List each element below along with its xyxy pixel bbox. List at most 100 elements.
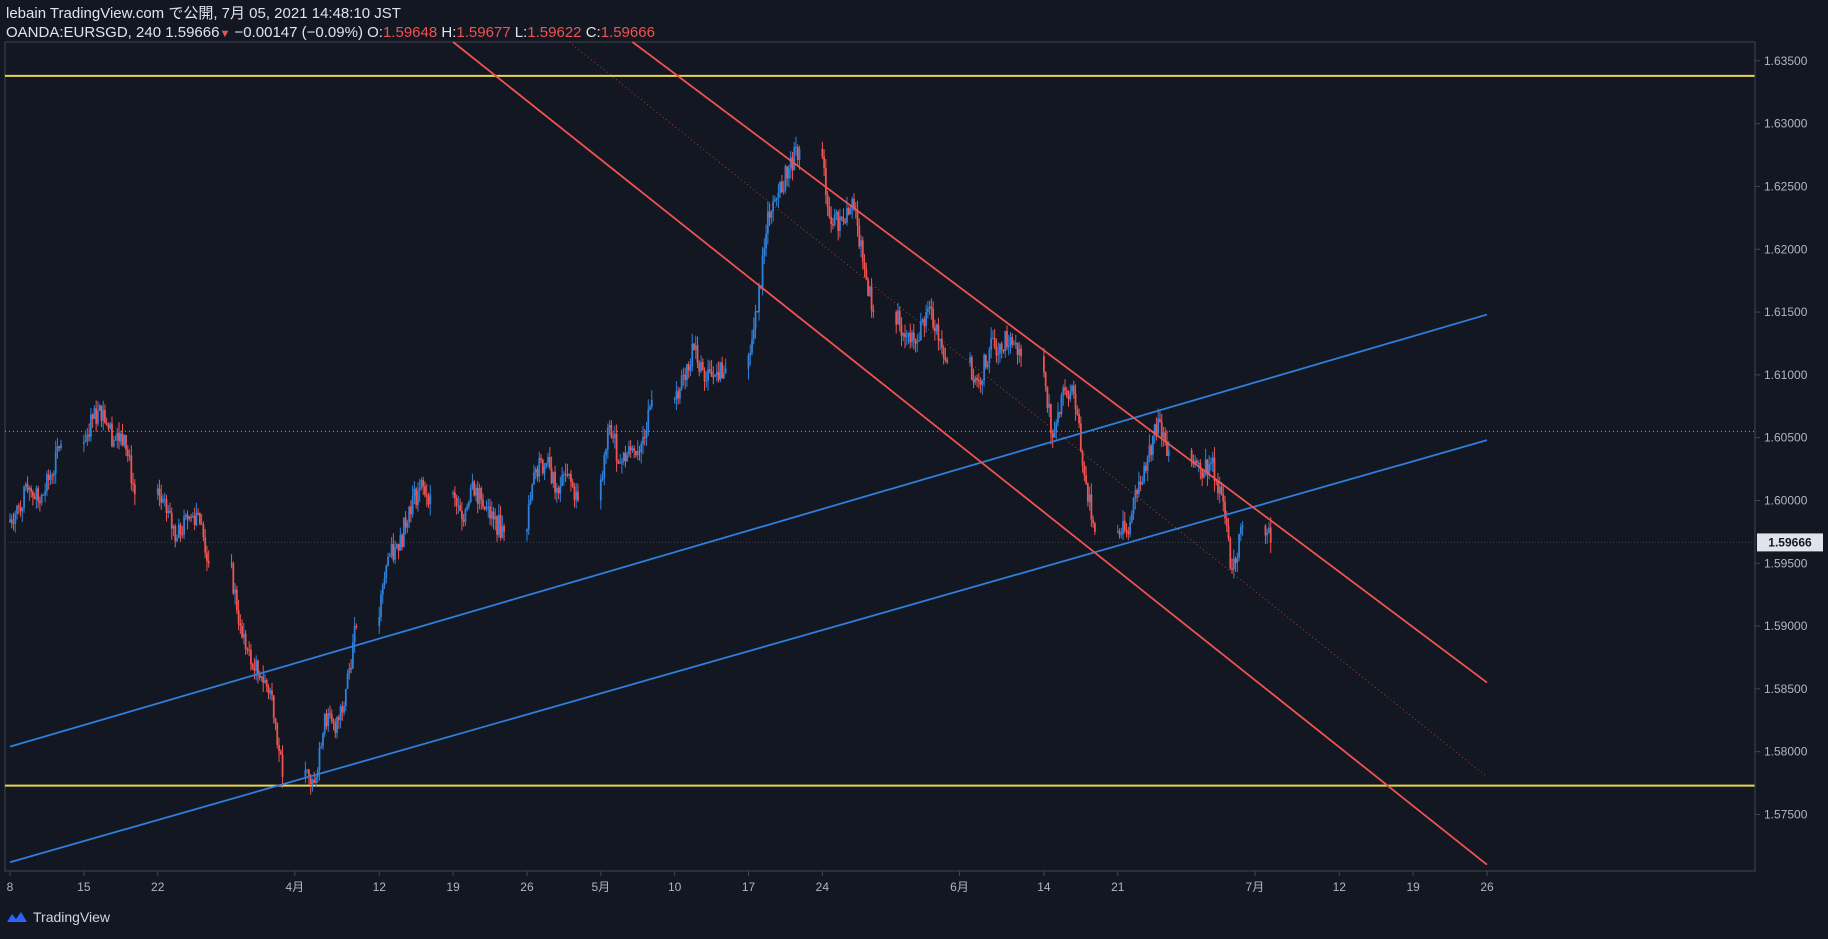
candle-body (1060, 395, 1063, 414)
candle-body (329, 713, 331, 715)
candle-body (383, 578, 386, 585)
candle-body (35, 488, 38, 499)
candle-body (1206, 459, 1209, 476)
candle-body (622, 452, 625, 462)
tradingview-logo-icon (7, 912, 27, 922)
candle-body (397, 544, 400, 551)
candle-body (126, 449, 129, 457)
candle-body (424, 486, 426, 495)
candle-body (772, 201, 775, 212)
close-label: C: (585, 24, 601, 41)
candle-body (86, 434, 89, 441)
candle-body (765, 233, 767, 249)
y-tick-label: 1.57500 (1764, 807, 1808, 821)
candle-body (1162, 432, 1165, 438)
candle-body (897, 310, 899, 325)
candle-body (1125, 529, 1128, 532)
low-value: 1.59622 (527, 24, 582, 41)
candle-body (304, 769, 307, 777)
candle-body (351, 642, 354, 669)
candle-body (163, 499, 166, 501)
candle-body (499, 514, 502, 538)
candle-body (687, 364, 690, 371)
candle-body (408, 506, 411, 523)
candle-body (984, 354, 987, 368)
candle-body (529, 499, 532, 504)
candle-body (1190, 450, 1193, 462)
candle-body (378, 617, 381, 627)
symbol-label[interactable]: OANDA:EURSGD, 240 (6, 24, 162, 41)
trend-line[interactable] (452, 41, 1488, 866)
price-axis[interactable]: 1.63500 1.63000 1.62500 1.62000 1.61500 1.610… (1754, 42, 1808, 871)
candle-body (1044, 372, 1047, 387)
candle-body (237, 610, 240, 624)
x-tick-label: 8 (7, 880, 14, 894)
candle-body (199, 513, 201, 524)
candle-body (861, 240, 864, 262)
candle-body (570, 473, 572, 482)
candle-body (853, 199, 855, 209)
candle-body (993, 338, 996, 348)
candle-body (1269, 527, 1272, 543)
candle-body (170, 512, 173, 529)
trend-line[interactable] (9, 313, 1488, 748)
candle-body (694, 345, 697, 350)
candle-body (260, 676, 263, 678)
close-value: 1.59666 (600, 24, 655, 41)
candle-body (770, 211, 773, 218)
candle-body (17, 505, 20, 507)
candle-body (942, 347, 945, 358)
candle-body (782, 190, 785, 193)
candle-body (473, 481, 476, 496)
candle-body (761, 255, 764, 288)
candle-body (452, 492, 454, 495)
horizontal-lines[interactable] (5, 74, 1755, 787)
candle-body (976, 377, 978, 380)
candle-body (624, 452, 627, 462)
candle-body (575, 491, 578, 501)
candle-body (856, 210, 859, 226)
publisher-line: lebain TradingView.com で公開, 7月 05, 2021 … (6, 5, 401, 22)
candle-body (51, 475, 54, 477)
trend-line[interactable] (631, 41, 1488, 684)
time-axis[interactable]: 8 15 22 4月 12 19 26 5月 10 17 24 6月 14 21 7月 12 19 26 (5, 870, 1755, 894)
candle-body (179, 524, 182, 535)
candle-body (1118, 531, 1121, 535)
candle-body (921, 319, 924, 322)
candle-body (1000, 343, 1003, 350)
candle-body (460, 510, 463, 520)
candle-body (552, 472, 555, 484)
candle-body (1266, 532, 1269, 536)
trend-line[interactable] (9, 439, 1488, 864)
candle-body (54, 451, 57, 474)
candle-body (165, 499, 168, 514)
chart-header: lebain TradingView.com で公開, 7月 05, 2021 … (6, 4, 655, 44)
candle-body (983, 354, 986, 381)
candle-body (197, 512, 200, 514)
candle-body (635, 451, 637, 456)
candle-body (274, 717, 277, 724)
open-label: O: (367, 24, 383, 41)
candle-body (779, 181, 782, 193)
candle-body (337, 717, 340, 721)
candle-body (251, 663, 254, 669)
plot-area[interactable] (4, 41, 1756, 872)
candle-body (1081, 451, 1084, 466)
candle-body (306, 769, 309, 771)
footer-brand[interactable]: TradingView (6, 909, 110, 925)
candle-body (1225, 518, 1228, 527)
candle-body (125, 435, 127, 450)
candle-body (476, 487, 479, 504)
candle-body (404, 517, 407, 528)
candle-body (380, 594, 382, 618)
candle-body (88, 434, 91, 437)
trend-lines[interactable] (9, 41, 1488, 866)
candle-body (181, 534, 184, 536)
candle-body (267, 686, 270, 694)
candle-body (1208, 464, 1211, 476)
candle-body (309, 777, 312, 784)
candle-body (459, 505, 462, 511)
candle-body (557, 487, 560, 494)
candle-body (258, 673, 261, 678)
